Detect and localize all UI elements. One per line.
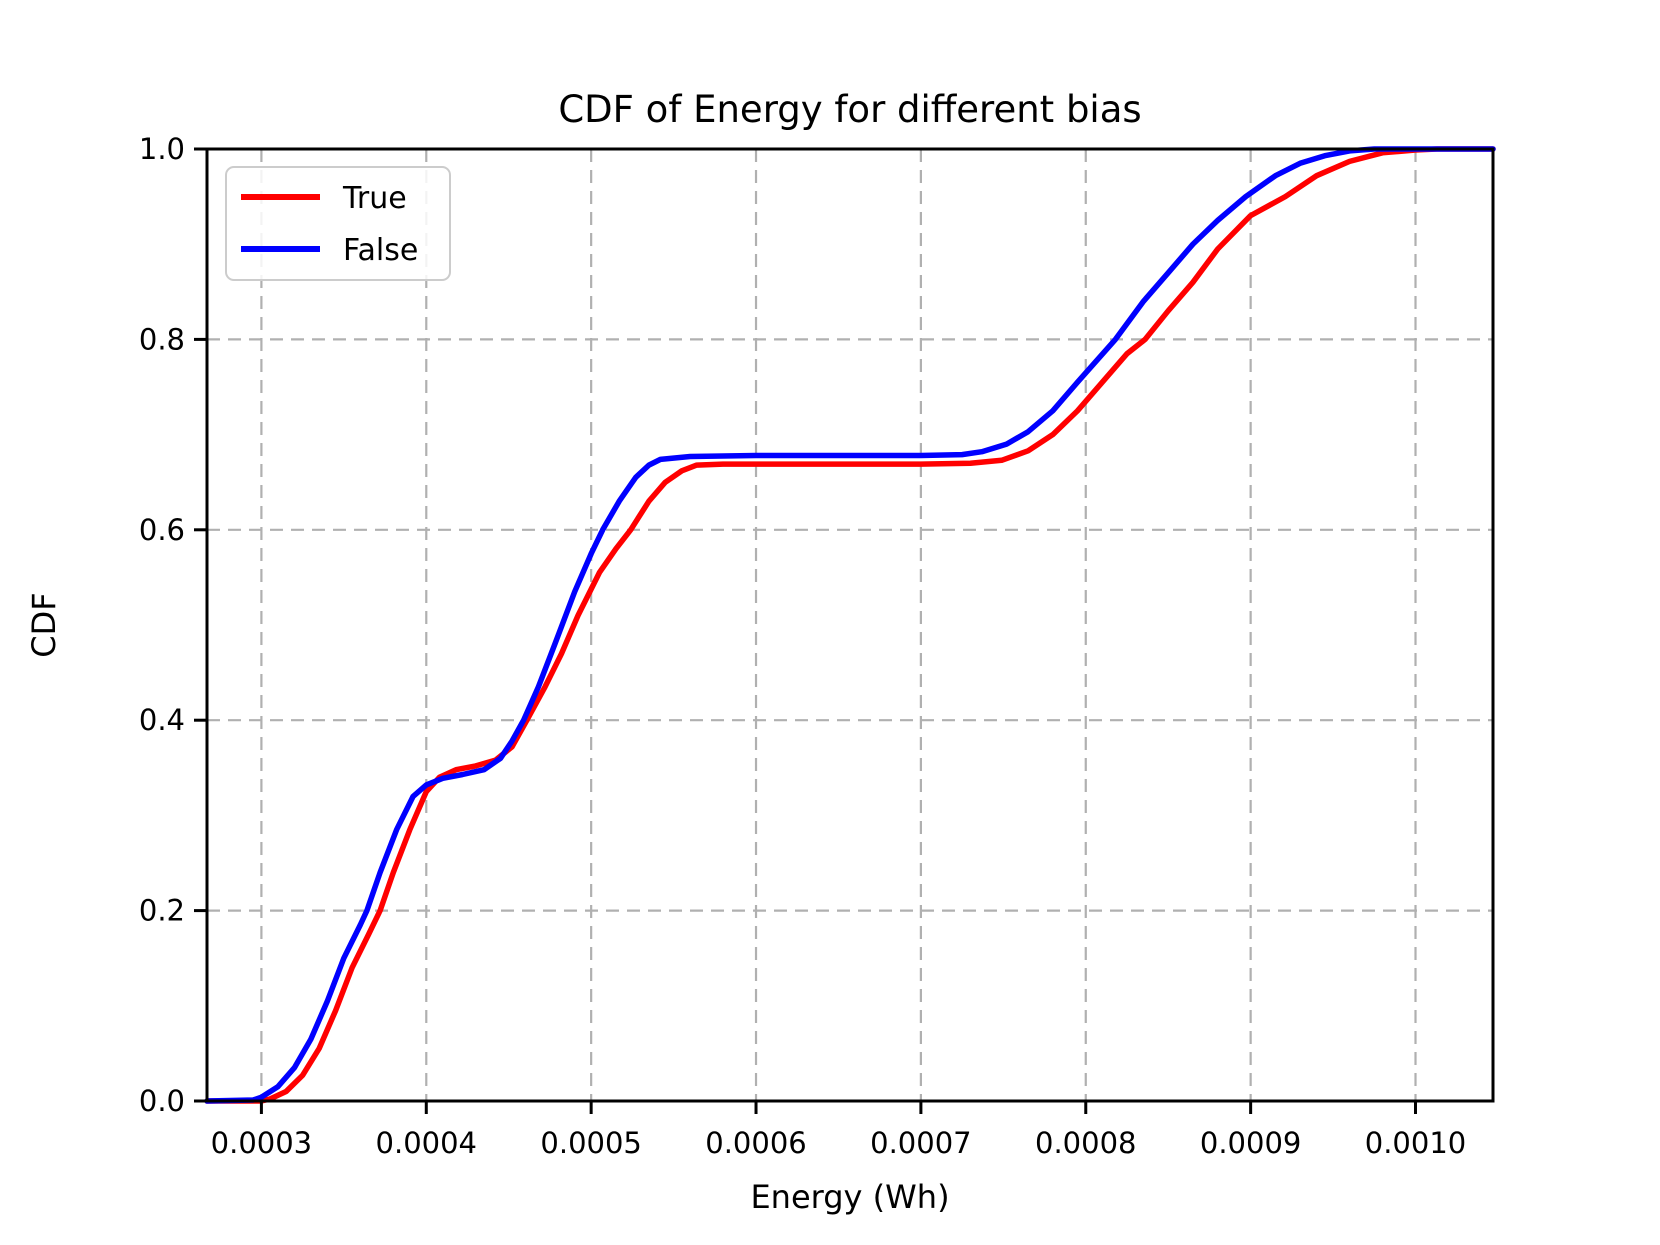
series-line-false [204, 146, 1496, 1104]
x-tick-label: 0.0010 [1365, 1126, 1466, 1160]
chart-title: CDF of Energy for different bias [558, 88, 1141, 131]
legend: True False [225, 166, 451, 281]
y-tick-label: 0.0 [139, 1084, 185, 1118]
x-tick-label: 0.0006 [705, 1126, 806, 1160]
x-tick-label: 0.0004 [376, 1126, 477, 1160]
y-tick-label: 0.8 [139, 322, 185, 356]
legend-label-true: True [342, 181, 407, 216]
x-axis-label: Energy (Wh) [750, 1178, 949, 1216]
x-tick-label: 0.0003 [211, 1126, 312, 1160]
axes-frame [205, 147, 1495, 1103]
y-axis: 0.0 0.2 0.4 0.6 0.8 1.0 [139, 132, 207, 1118]
y-axis-label: CDF [25, 592, 63, 657]
y-tick-label: 0.6 [139, 513, 185, 547]
legend-label-false: False [343, 233, 418, 268]
y-tick-label: 0.2 [139, 894, 185, 928]
series-line-true [204, 146, 1496, 1104]
gridlines [207, 147, 1493, 1103]
x-tick-label: 0.0007 [870, 1126, 971, 1160]
y-tick-label: 0.4 [139, 703, 185, 737]
x-tick-label: 0.0005 [540, 1126, 641, 1160]
x-axis: 0.0003 0.0004 0.0005 0.0006 0.0007 0.0008 0.00… [211, 1101, 1466, 1160]
y-tick-label: 1.0 [139, 132, 185, 166]
x-tick-label: 0.0009 [1200, 1126, 1301, 1160]
x-tick-label: 0.0008 [1035, 1126, 1136, 1160]
